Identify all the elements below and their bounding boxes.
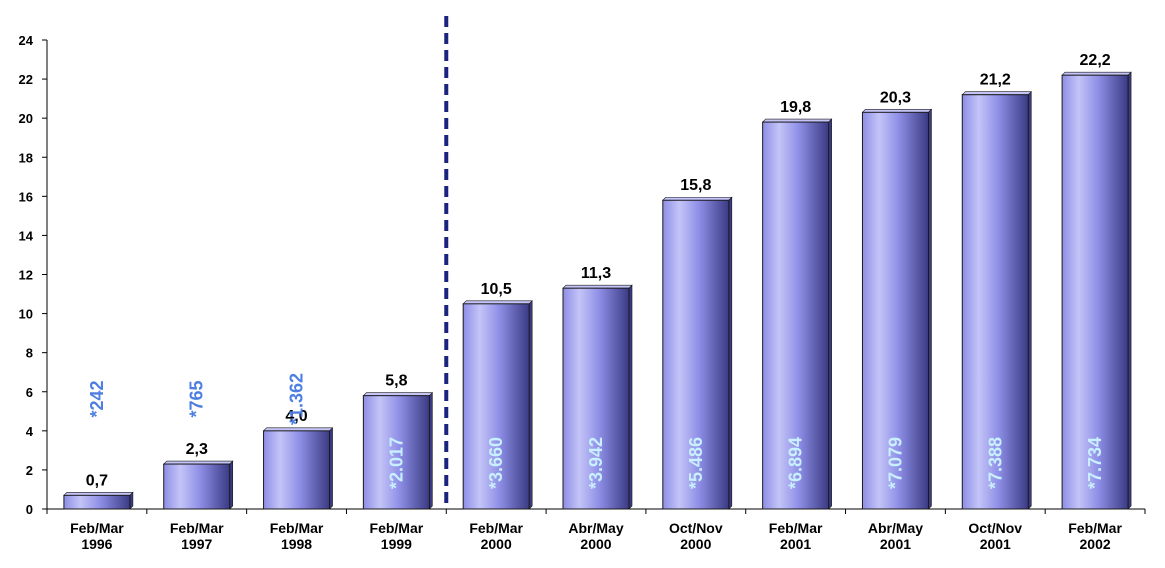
x-category-label: 2000 [680,536,711,552]
bar [662,199,730,510]
bar-value-label: 0,7 [86,472,108,489]
bar-value-label: 4,0 [285,408,307,425]
y-tick-label: 10 [19,307,33,322]
bar-secondary-label: *3.942 [586,437,606,489]
x-category-label: Feb/Mar [370,520,424,536]
x-category-label: Feb/Mar [70,520,124,536]
x-category-label: Feb/Mar [1068,520,1122,536]
bar [163,463,231,510]
bar [263,430,331,510]
bar-secondary-label: *7.388 [985,437,1005,489]
bar-value-label: 2,3 [186,441,208,458]
bar-secondary-label: *7.734 [1085,437,1105,489]
x-category-label: Abr/May [568,520,623,536]
y-tick-label: 14 [19,228,34,243]
bar [762,121,830,510]
y-tick-label: 18 [19,150,33,165]
y-tick-label: 16 [19,189,33,204]
x-category-label: 1999 [381,536,412,552]
bar-secondary-label: *2.017 [386,437,406,489]
bar [1061,74,1129,510]
x-category-label: 2002 [1080,536,1111,552]
bar-secondary-label: *5.486 [686,437,706,489]
bar-value-label: 5,8 [385,373,407,390]
bar-secondary-label: *1.362 [287,373,307,425]
bar-value-label: 21,2 [980,72,1011,89]
x-category-label: 2000 [481,536,512,552]
bar-value-label: 19,8 [780,99,811,116]
bar [861,111,929,510]
x-category-label: 2001 [980,536,1011,552]
x-category-label: Feb/Mar [270,520,324,536]
y-tick-label: 6 [26,385,33,400]
y-tick-label: 12 [19,268,33,283]
bar-secondary-label: *7.079 [885,437,905,489]
bar-value-label: 15,8 [680,177,711,194]
x-category-label: Feb/Mar [170,520,224,536]
bar [562,287,630,510]
x-category-label: 2000 [580,536,611,552]
bar-secondary-label: *765 [187,380,207,417]
y-tick-label: 8 [26,346,33,361]
bar-value-label: 20,3 [880,89,911,106]
x-category-label: Oct/Nov [968,520,1022,536]
y-tick-label: 2 [26,463,33,478]
bar-secondary-label: *6.894 [786,437,806,489]
x-category-label: 2001 [880,536,911,552]
x-category-label: 1997 [181,536,212,552]
bar [961,94,1029,510]
y-tick-label: 22 [19,72,33,87]
x-category-label: Feb/Mar [769,520,823,536]
x-category-label: Feb/Mar [469,520,523,536]
y-tick-label: 24 [19,33,34,48]
y-tick-label: 20 [19,111,33,126]
bar [462,303,530,510]
bar [362,395,430,510]
y-tick-label: 0 [26,502,33,517]
x-category-label: 1996 [81,536,112,552]
x-category-label: Oct/Nov [669,520,723,536]
bar-secondary-label: *3.660 [486,437,506,489]
x-category-label: Abr/May [868,520,923,536]
bar-secondary-label: *242 [87,380,107,417]
bar-value-label: 11,3 [581,265,611,282]
bar-value-label: 10,5 [481,281,512,298]
bar [63,494,131,510]
x-category-label: 1998 [281,536,312,552]
bar-value-label: 22,2 [1080,52,1111,69]
y-tick-label: 4 [26,424,34,439]
x-category-label: 2001 [780,536,811,552]
